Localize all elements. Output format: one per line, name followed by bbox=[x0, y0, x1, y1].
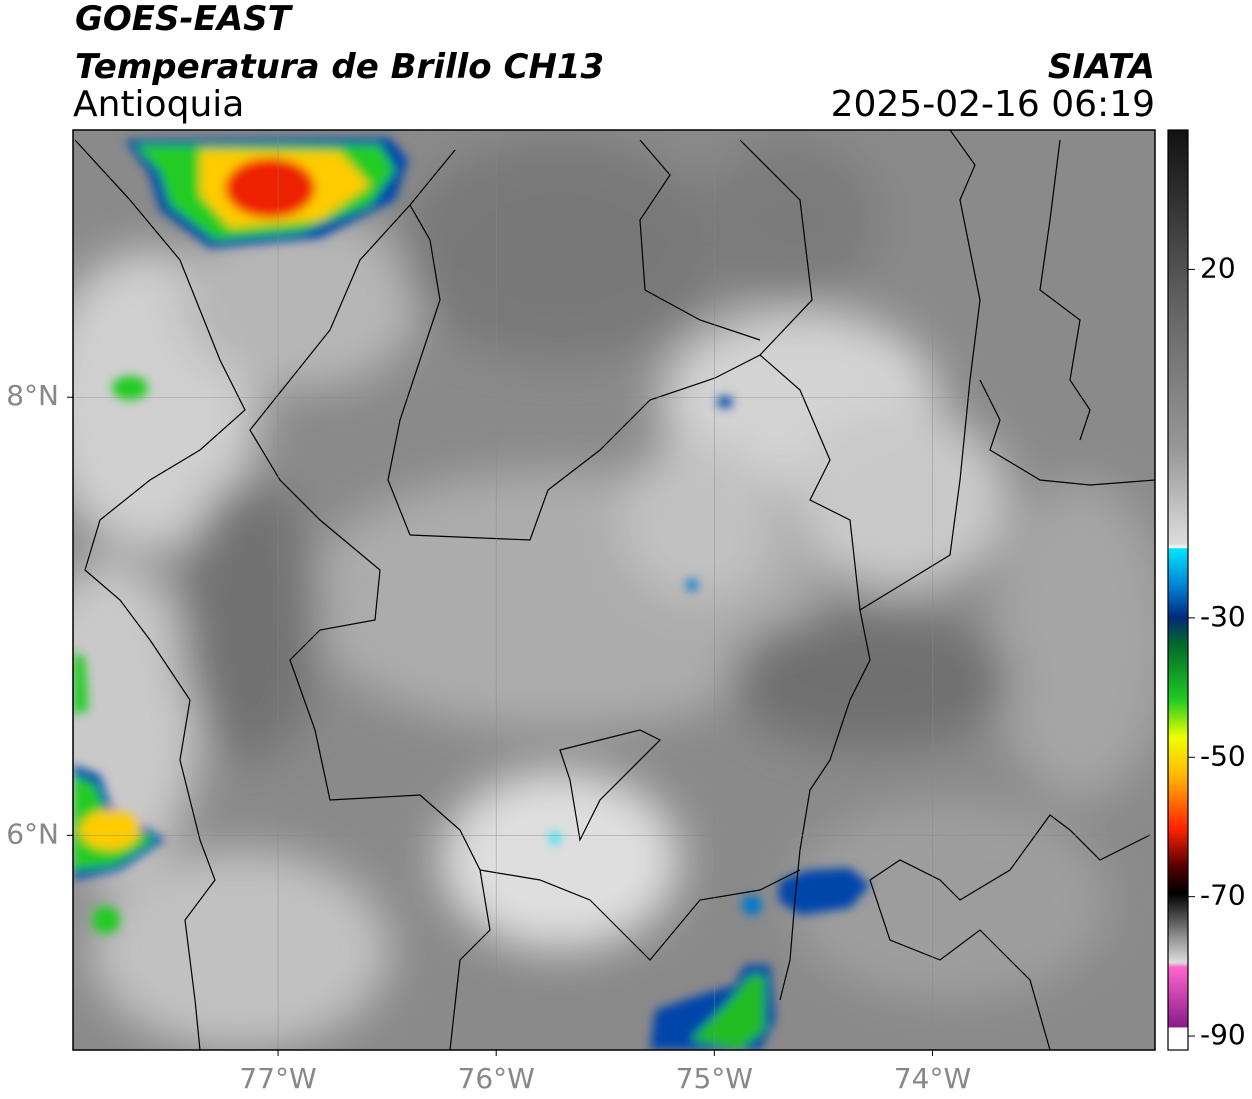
agency: SIATA bbox=[1048, 47, 1155, 87]
map-frame bbox=[72, 129, 1156, 1051]
satellite-image bbox=[73, 130, 1155, 1050]
lon-label: 74°W bbox=[894, 1062, 971, 1095]
title: GOES-EAST bbox=[75, 0, 294, 39]
datetime: 2025-02-16 06:19 bbox=[831, 84, 1155, 125]
subtitle: Temperatura de Brillo CH13 bbox=[75, 47, 604, 87]
lat-label: 8°N bbox=[6, 379, 59, 412]
colorbar bbox=[1167, 129, 1189, 1051]
lat-label: 6°N bbox=[6, 817, 59, 850]
colorbar-label: -90 bbox=[1200, 1018, 1246, 1051]
colorbar-label: -50 bbox=[1200, 739, 1246, 772]
colorbar-label: -70 bbox=[1200, 879, 1246, 912]
colorbar-label: 20 bbox=[1200, 251, 1236, 284]
lon-label: 77°W bbox=[239, 1062, 316, 1095]
lon-label: 75°W bbox=[676, 1062, 753, 1095]
region: Antioquia bbox=[73, 84, 244, 125]
lon-label: 76°W bbox=[458, 1062, 535, 1095]
colorbar-label: -30 bbox=[1200, 600, 1246, 633]
